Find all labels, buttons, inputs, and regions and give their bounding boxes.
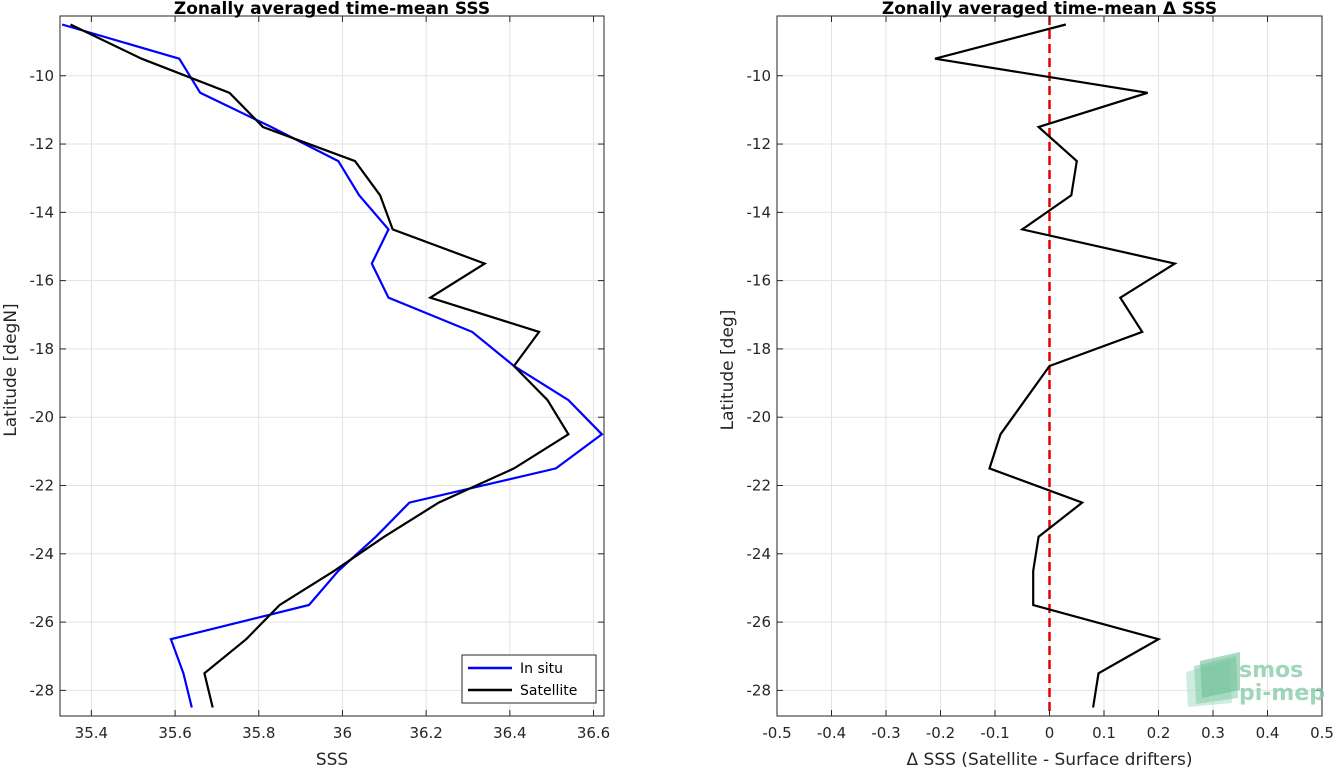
y-tick-label: -26 bbox=[30, 613, 55, 631]
y-tick-label: -24 bbox=[30, 545, 55, 563]
y-tick-label: -14 bbox=[747, 203, 772, 221]
x-tick-label: 36.6 bbox=[577, 724, 610, 742]
x-tick-label: 0.1 bbox=[1092, 724, 1116, 742]
x-axis-label: Δ SSS (Satellite - Surface drifters) bbox=[907, 750, 1193, 769]
y-axis-label: Latitude [deg] bbox=[718, 310, 738, 431]
panel-zonal-sss: 35.4 35.6 35.8 36 36.2 36.4 36.6 -10 -12 -14 -16 -1… bbox=[1, 0, 610, 769]
chart-title: Zonally averaged time-mean SSS bbox=[174, 0, 490, 19]
y-tick-label: -12 bbox=[30, 135, 55, 153]
x-tick-label: -0.5 bbox=[762, 724, 791, 742]
y-tick-label: -16 bbox=[747, 272, 772, 290]
x-tick-label: -0.2 bbox=[926, 724, 955, 742]
y-tick-label: -26 bbox=[747, 613, 772, 631]
x-tick-label: 36.2 bbox=[409, 724, 442, 742]
legend-label-satellite: Satellite bbox=[520, 683, 577, 699]
y-tick-label: -14 bbox=[30, 203, 55, 221]
y-tick-label: -10 bbox=[747, 67, 772, 85]
y-axis-label: Latitude [degN] bbox=[1, 303, 21, 436]
panel-zonal-delta-sss: -0.5 -0.4 -0.3 -0.2 -0.1 0 0.1 0.2 0.3 0.4 0.5 -10 -… bbox=[718, 0, 1334, 769]
y-tick-label: -18 bbox=[30, 340, 55, 358]
y-tick-label: -12 bbox=[747, 135, 772, 153]
logo-text-pimep: pi-mep bbox=[1239, 681, 1325, 706]
y-tick-label: -16 bbox=[30, 272, 55, 290]
x-tick-label: 35.4 bbox=[75, 724, 108, 742]
logo-waves-icon bbox=[1186, 652, 1240, 707]
x-tick-label: 35.8 bbox=[242, 724, 275, 742]
plot-area bbox=[60, 16, 604, 716]
x-tick-label: -0.1 bbox=[980, 724, 1009, 742]
x-tick-label: 35.6 bbox=[158, 724, 191, 742]
x-tick-label: 36.4 bbox=[493, 724, 526, 742]
legend: In situ Satellite bbox=[461, 654, 597, 704]
x-axis-label: SSS bbox=[316, 750, 348, 769]
y-tick-label: -20 bbox=[30, 408, 55, 426]
y-tick-label: -28 bbox=[30, 681, 55, 699]
x-tick-label: 0.5 bbox=[1310, 724, 1334, 742]
y-tick-label: -10 bbox=[30, 67, 55, 85]
y-tick-label: -20 bbox=[747, 408, 772, 426]
x-tick-label: 0.2 bbox=[1147, 724, 1171, 742]
x-tick-label: -0.3 bbox=[871, 724, 900, 742]
y-tick-label: -22 bbox=[30, 477, 55, 495]
y-tick-label: -18 bbox=[747, 340, 772, 358]
x-tick-label: 0.4 bbox=[1256, 724, 1280, 742]
x-tick-label: -0.4 bbox=[817, 724, 846, 742]
axes-box bbox=[59, 15, 605, 717]
legend-label-in-situ: In situ bbox=[520, 661, 563, 677]
x-tick-label: 0 bbox=[1045, 724, 1055, 742]
series-line-satellite bbox=[70, 23, 570, 708]
series-line-delta-sss bbox=[934, 23, 1178, 708]
x-tick-label: 0.3 bbox=[1201, 724, 1225, 742]
chart-title: Zonally averaged time-mean Δ SSS bbox=[882, 0, 1217, 19]
y-tick-label: -22 bbox=[747, 477, 772, 495]
y-tick-label: -24 bbox=[747, 545, 772, 563]
logo-text-smos: smos bbox=[1239, 658, 1303, 683]
smos-pimep-logo: smos pi-mep bbox=[1186, 652, 1325, 707]
y-tick-label: -28 bbox=[747, 681, 772, 699]
x-tick-label: 36 bbox=[333, 724, 352, 742]
